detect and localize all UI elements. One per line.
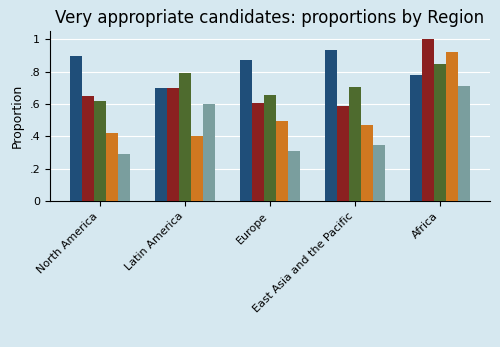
Bar — [361, 125, 373, 201]
Bar — [167, 88, 179, 201]
Bar — [337, 106, 349, 201]
Bar — [422, 39, 434, 201]
Bar — [252, 103, 264, 201]
Bar — [106, 133, 118, 201]
Bar — [446, 52, 458, 201]
Title: Very appropriate candidates: proportions by Region: Very appropriate candidates: proportions… — [56, 9, 484, 27]
Bar — [349, 87, 361, 201]
Bar — [118, 154, 130, 201]
Bar — [276, 121, 288, 201]
Bar — [373, 145, 385, 201]
Bar — [70, 56, 82, 201]
Bar — [458, 86, 470, 201]
Bar — [82, 96, 94, 201]
Bar — [240, 60, 252, 201]
Bar — [326, 50, 337, 201]
Bar — [410, 75, 422, 201]
Bar — [203, 104, 214, 201]
Bar — [191, 136, 203, 201]
Bar — [264, 95, 276, 201]
Y-axis label: Proportion: Proportion — [11, 84, 24, 149]
Bar — [434, 65, 446, 201]
Bar — [288, 151, 300, 201]
Bar — [94, 101, 106, 201]
Bar — [179, 73, 191, 201]
Bar — [155, 88, 167, 201]
